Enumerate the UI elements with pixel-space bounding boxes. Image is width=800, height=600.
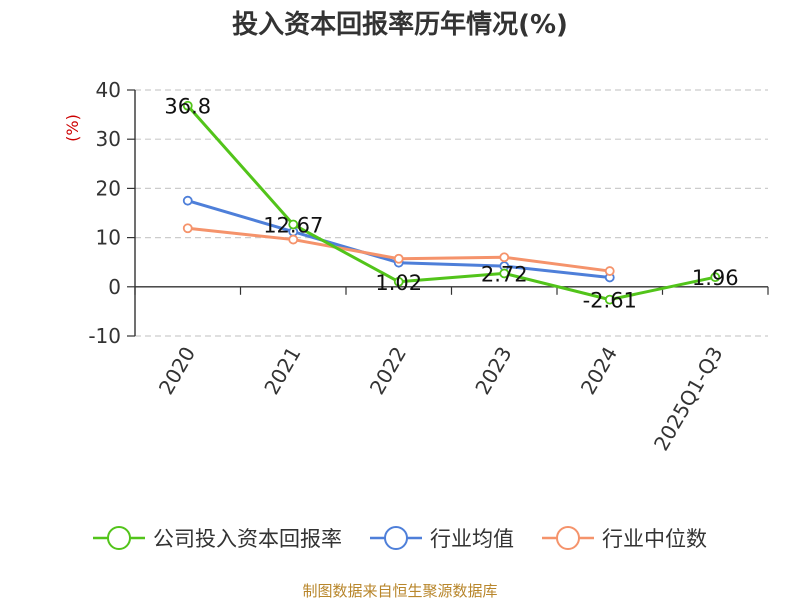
- x-tick-label: 2025Q1-Q3: [649, 343, 728, 455]
- legend-item-2[interactable]: 行业中位数: [542, 526, 707, 551]
- data-point-marker: [182, 195, 193, 206]
- y-axis-unit-label: (%): [63, 114, 82, 142]
- data-point-marker: [604, 294, 615, 305]
- y-tick-label: -10: [88, 324, 121, 348]
- x-tick-label: 2020: [154, 343, 200, 399]
- legend[interactable]: 公司投入资本回报率 行业均值 行业中位数: [93, 526, 707, 551]
- data-point-marker: [182, 223, 193, 234]
- data-point-marker: [182, 100, 193, 111]
- axes: -10 0 10 20 30 40 2020 2021 2022 2023 2024 2025Q1-Q…: [88, 78, 769, 455]
- grid-lines: [135, 89, 768, 337]
- legend-label: 行业中位数: [602, 527, 707, 551]
- data-point-marker: [499, 268, 510, 279]
- legend-label: 行业均值: [430, 527, 514, 551]
- data-labels: 36.8 12.67 1.02 2.72 -2.61 1.96: [164, 95, 738, 313]
- data-label: 12.67: [263, 213, 323, 237]
- chart-title: 投入资本回报率历年情况(%): [232, 9, 568, 40]
- data-point-marker: [288, 219, 299, 230]
- legend-circle-icon: [107, 526, 131, 550]
- data-point-marker: [288, 234, 299, 245]
- series-line-0: [186, 104, 716, 302]
- data-label: -2.61: [583, 289, 637, 313]
- data-point-marker: [710, 272, 721, 283]
- data-label: 36.8: [164, 95, 211, 119]
- legend-label: 公司投入资本回报率: [153, 527, 342, 551]
- series-lines: [182, 100, 721, 305]
- x-tick-label: 2022: [365, 343, 411, 399]
- data-point-marker: [604, 266, 615, 276]
- legend-circle-icon: [556, 526, 580, 550]
- x-tick-label: 2021: [259, 343, 305, 399]
- data-point-marker: [393, 253, 404, 264]
- y-tick-label: 40: [96, 78, 121, 102]
- data-label: 2.72: [481, 262, 528, 286]
- data-label: 1.96: [692, 266, 739, 290]
- x-tick-label: 2023: [470, 343, 516, 399]
- data-point-marker: [499, 252, 510, 263]
- y-tick-label: 20: [96, 176, 121, 200]
- data-source-note: 制图数据来自恒生聚源数据库: [302, 582, 497, 600]
- data-point-marker: [393, 276, 404, 287]
- y-tick-label: 10: [96, 226, 121, 250]
- y-tick-label: 30: [96, 127, 121, 151]
- legend-item-1[interactable]: 行业均值: [370, 526, 514, 551]
- x-tick-label: 2024: [576, 343, 622, 399]
- data-label: 1.02: [375, 271, 422, 295]
- legend-circle-icon: [384, 526, 408, 550]
- legend-item-0[interactable]: 公司投入资本回报率: [93, 526, 342, 551]
- y-tick-label: 0: [108, 275, 121, 299]
